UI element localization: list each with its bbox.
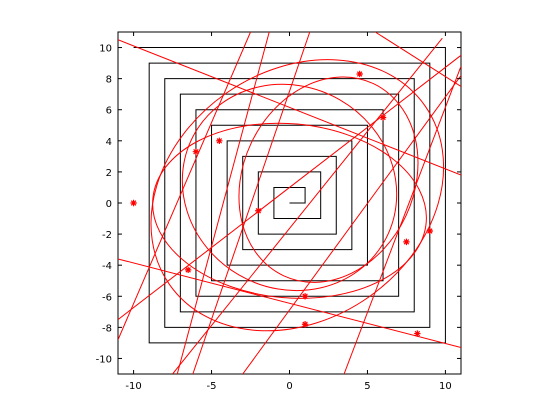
star-marker-7 [184,266,192,274]
y-tick-label: 2 [106,168,112,179]
star-marker-9 [301,321,309,328]
red-line-3 [118,54,461,320]
y-tick-label: 10 [99,44,112,55]
red-line-6 [118,32,251,340]
red-line-4 [172,37,443,374]
axis-ticks: -10 -5 0 5 10 -10 -8 -6 -4 -2 0 2 4 6 8 10 [96,32,461,392]
x-tick-label: 10 [439,381,452,392]
x-tick-label: -5 [207,381,217,392]
star-marker-1 [130,199,137,207]
series-layer [118,32,461,374]
x-tick-label: 5 [364,381,370,392]
y-tick-label: -8 [102,323,112,334]
red-ellipse-4 [152,122,427,299]
y-tick-label: 4 [106,137,112,148]
y-tick-label: 0 [106,199,112,210]
star-marker-12 [414,330,421,337]
star-marker-11 [426,227,434,235]
star-marker-3 [216,137,223,145]
star-marker-2 [192,148,200,155]
red-line-9 [374,32,461,87]
red-line-1 [118,39,461,176]
red-line-8 [192,32,311,374]
red-ellipse-1 [150,59,445,332]
red-line-10 [343,66,461,374]
star-marker-4 [356,70,363,78]
star-marker-5 [379,114,387,121]
y-tick-label: 8 [106,75,112,86]
red-ellipse-3 [238,76,419,283]
red-line-2 [118,258,461,349]
red-line-7 [176,32,270,374]
x-tick-label: 0 [286,381,292,392]
y-tick-label: -4 [102,261,112,272]
star-marker-6 [255,207,262,214]
red-ellipse-2 [181,83,398,292]
y-tick-label: -2 [102,230,112,241]
red-line-5 [242,75,461,374]
x-tick-label: -10 [125,381,141,392]
star-marker-10 [403,238,410,246]
y-tick-label: 6 [106,106,112,117]
y-tick-label: -10 [96,354,112,365]
y-tick-label: -6 [102,292,112,303]
star-marker-8 [301,293,309,300]
